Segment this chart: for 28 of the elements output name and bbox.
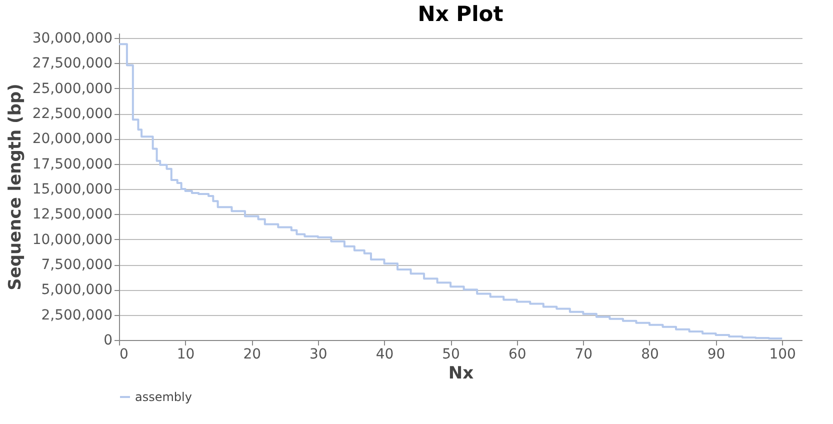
y-tick-label: 15,000,000 xyxy=(32,182,112,198)
x-tick-label: 40 xyxy=(376,346,394,362)
y-axis-title: Sequence length (bp) xyxy=(5,84,26,290)
y-tick-label: 12,500,000 xyxy=(32,206,112,223)
x-tick-label: 90 xyxy=(707,346,726,362)
x-tick-label: 30 xyxy=(310,346,328,362)
x-tick-label: 50 xyxy=(442,346,460,362)
y-tick-label: 22,500,000 xyxy=(32,106,112,122)
y-tick-label: 5,000,000 xyxy=(41,282,112,298)
y-tick-label: 7,500,000 xyxy=(41,257,112,274)
x-tick-label: 0 xyxy=(120,346,128,362)
x-tick-label: 20 xyxy=(243,346,262,362)
chart-title: Nx Plot xyxy=(418,2,504,26)
x-tick-label: 60 xyxy=(508,346,526,362)
y-tick-label: 20,000,000 xyxy=(32,131,112,148)
x-axis-title: Nx xyxy=(448,364,474,384)
y-tick-label: 27,500,000 xyxy=(32,56,112,72)
x-tick-label: 10 xyxy=(176,346,195,362)
y-tick-label: 2,500,000 xyxy=(41,307,112,324)
x-tick-label: 80 xyxy=(641,346,659,362)
y-tick-label: 25,000,000 xyxy=(32,80,112,97)
y-tick-label: 30,000,000 xyxy=(32,30,112,47)
y-tick-label: 17,500,000 xyxy=(32,156,112,172)
x-tick-label: 70 xyxy=(574,346,593,362)
y-tick-label: 10,000,000 xyxy=(32,232,112,248)
y-tick-label: 0 xyxy=(104,332,112,348)
legend-label: assembly xyxy=(135,390,192,404)
x-tick-label: 100 xyxy=(769,346,796,362)
